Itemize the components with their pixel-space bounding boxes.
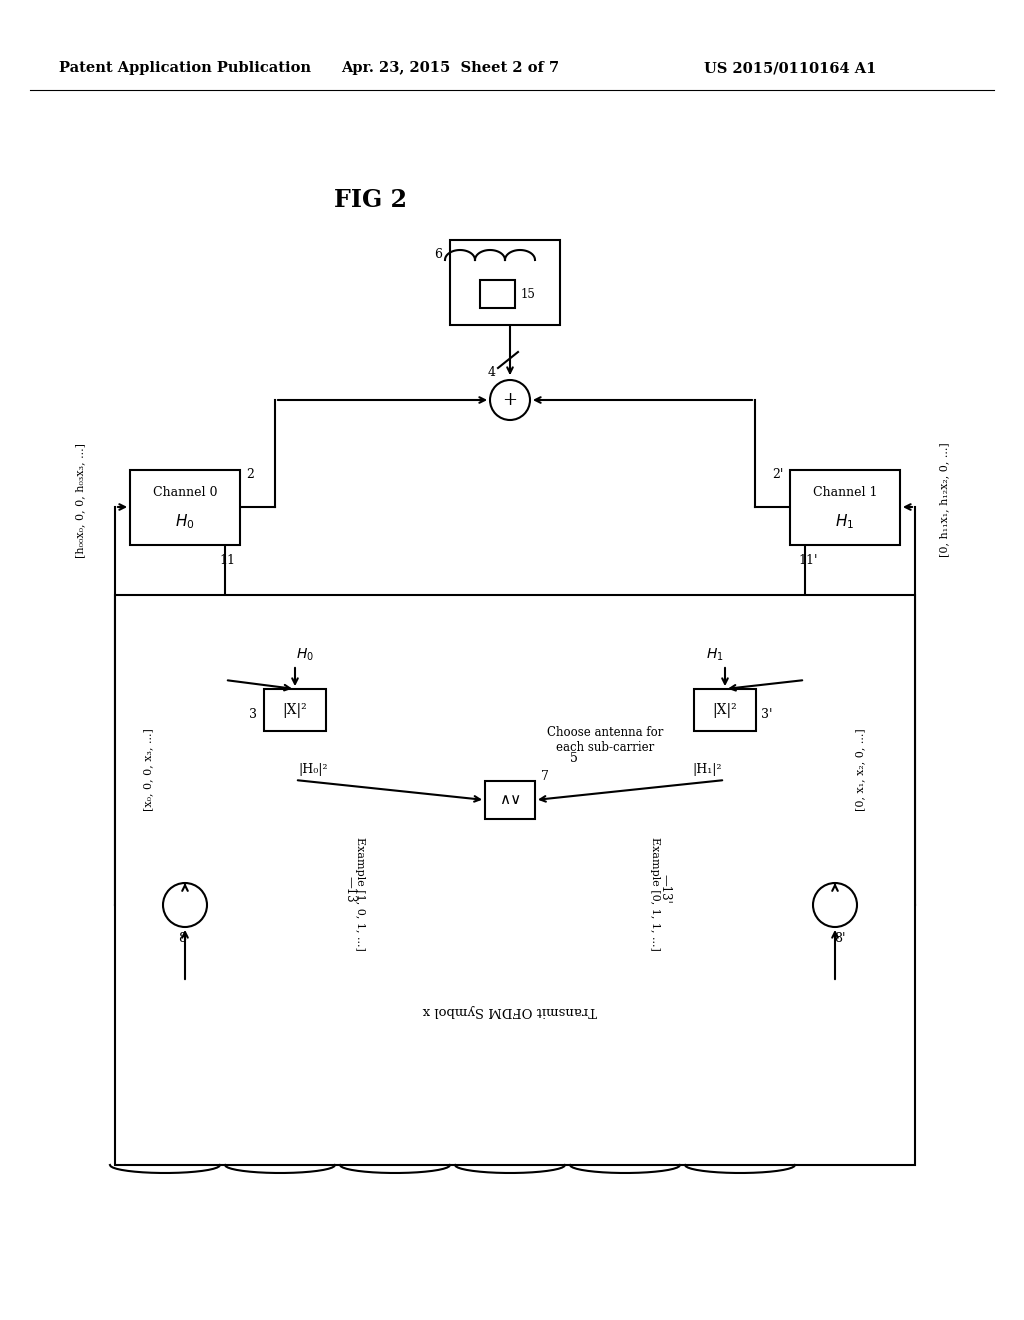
- Text: 8: 8: [178, 932, 186, 945]
- Text: 11': 11': [798, 554, 817, 568]
- Text: Transmit OFDM Symbol x: Transmit OFDM Symbol x: [423, 1003, 597, 1016]
- Text: US 2015/0110164 A1: US 2015/0110164 A1: [703, 61, 877, 75]
- Text: Example [0, 1, 1, ...]: Example [0, 1, 1, ...]: [650, 837, 660, 950]
- Bar: [485, 781, 535, 818]
- Text: Channel 0: Channel 0: [153, 486, 217, 499]
- Text: 6: 6: [434, 248, 442, 261]
- Text: ∧∨: ∧∨: [499, 793, 521, 807]
- Text: 5: 5: [570, 751, 578, 764]
- Circle shape: [813, 883, 857, 927]
- Text: $H_1$: $H_1$: [707, 647, 724, 663]
- Text: $H_0$: $H_0$: [296, 647, 314, 663]
- Text: FIG 2: FIG 2: [334, 187, 407, 213]
- Text: Patent Application Publication: Patent Application Publication: [59, 61, 311, 75]
- Text: |X|²: |X|²: [713, 702, 737, 718]
- Text: [0, x₁, x₂, 0, ...]: [0, x₁, x₂, 0, ...]: [855, 729, 865, 812]
- Text: $H_1$: $H_1$: [836, 512, 855, 532]
- Text: +: +: [503, 391, 517, 409]
- Text: [x₀, 0, 0, x₃, ...]: [x₀, 0, 0, x₃, ...]: [143, 729, 153, 812]
- Text: 4: 4: [488, 366, 496, 379]
- Text: |H₁|²: |H₁|²: [692, 763, 722, 776]
- Text: |X|²: |X|²: [283, 702, 307, 718]
- Bar: [264, 689, 326, 731]
- Text: 8': 8': [835, 932, 846, 945]
- Text: 11: 11: [219, 554, 234, 568]
- Circle shape: [163, 883, 207, 927]
- Text: |H₀|²: |H₀|²: [298, 763, 328, 776]
- Text: —13: —13: [343, 875, 356, 903]
- Text: 2: 2: [246, 467, 254, 480]
- Text: Channel 1: Channel 1: [813, 486, 878, 499]
- Text: 3': 3': [761, 709, 773, 722]
- Bar: [694, 689, 756, 731]
- Text: [h₀₀x₀, 0, 0, h₀₃x₃, ...]: [h₀₀x₀, 0, 0, h₀₃x₃, ...]: [75, 442, 85, 557]
- Text: —13': —13': [658, 874, 672, 904]
- Text: Example [1, 0, 1, ...]: Example [1, 0, 1, ...]: [355, 837, 365, 950]
- Text: 2': 2': [773, 467, 784, 480]
- Bar: [130, 470, 240, 545]
- Text: 7: 7: [541, 771, 549, 784]
- Bar: [115, 595, 915, 1166]
- Text: Choose antenna for
each sub-carrier: Choose antenna for each sub-carrier: [547, 726, 664, 754]
- Circle shape: [490, 380, 530, 420]
- Text: 15: 15: [521, 288, 536, 301]
- Bar: [790, 470, 900, 545]
- Text: [0, h₁₁x₁, h₁₂x₂, 0, ...]: [0, h₁₁x₁, h₁₂x₂, 0, ...]: [939, 442, 949, 557]
- Bar: [480, 280, 515, 308]
- Text: 3: 3: [249, 709, 257, 722]
- Bar: [450, 240, 560, 325]
- Text: $H_0$: $H_0$: [175, 512, 195, 532]
- Text: Apr. 23, 2015  Sheet 2 of 7: Apr. 23, 2015 Sheet 2 of 7: [341, 61, 559, 75]
